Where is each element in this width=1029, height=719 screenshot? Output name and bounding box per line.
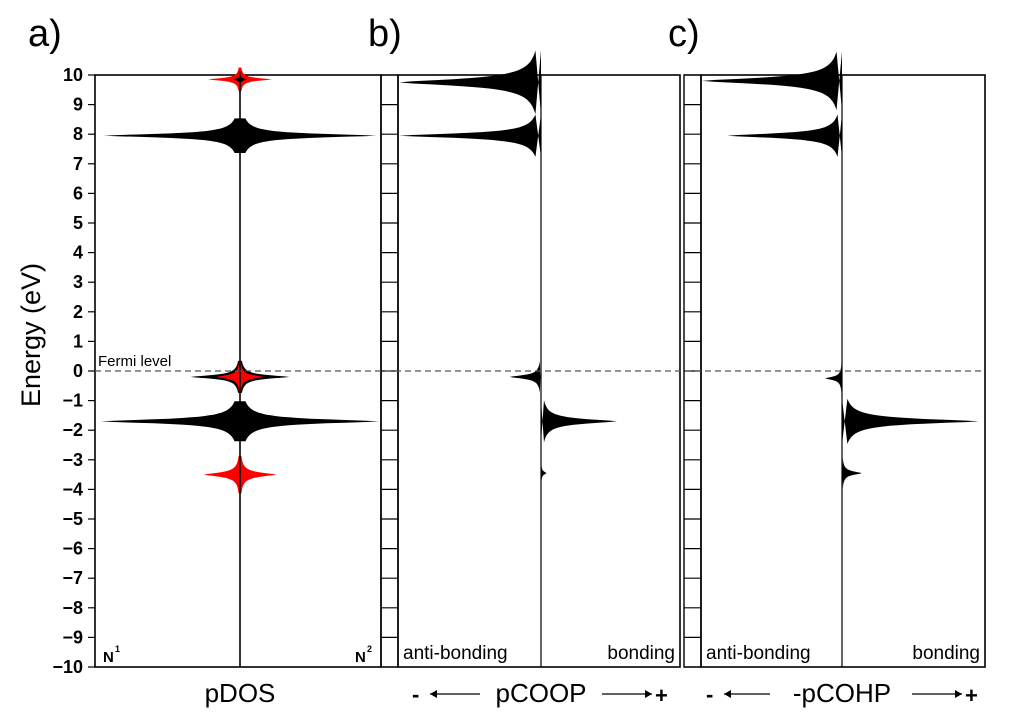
pcoop-peak [399, 114, 541, 157]
pcohp-peak [702, 51, 842, 111]
panel-c-frame [700, 74, 986, 668]
pcohp-peak [842, 457, 862, 490]
y-tick-label: −5 [62, 509, 83, 529]
pcoop-peak [541, 459, 547, 487]
panel-c-letter: c) [668, 13, 700, 55]
y-tick-label: 4 [73, 243, 83, 263]
y-tick-label: −1 [62, 391, 83, 411]
y-tick-label: −10 [52, 657, 83, 677]
y-tick-label: −3 [62, 450, 83, 470]
y-tick-label: −4 [62, 479, 83, 499]
panel-c-anti-bonding-label: anti-bonding [706, 643, 811, 664]
x-label-pcohp-group: - -pCOHP + [706, 678, 978, 708]
y-tick-label: 7 [73, 154, 83, 174]
panel-a-left-atom-sup: 1 [115, 644, 120, 654]
y-tick-label: 0 [73, 361, 83, 381]
panel-a-left-atom-label: N [103, 649, 114, 666]
y-tick-label: 1 [73, 331, 83, 351]
y-tick-label: 2 [73, 302, 83, 322]
y-tick-label: −8 [62, 598, 83, 618]
panel-b-anti-bonding-label: anti-bonding [403, 643, 508, 664]
panel-b-letter: b) [368, 13, 402, 55]
y-tick-label: 3 [73, 272, 83, 292]
fermi-level-label: Fermi level [98, 353, 171, 370]
pcoop-peak [399, 50, 541, 115]
pcoop-peak [541, 400, 617, 443]
y-tick-label: 8 [73, 124, 83, 144]
y-tick-label: −7 [62, 568, 83, 588]
y-tick-label: −2 [62, 420, 83, 440]
y-tick-label: −6 [62, 539, 83, 559]
pcohp-left-arrowhead [724, 690, 731, 698]
pcohp-peak [842, 398, 979, 444]
y-tick-label: −9 [62, 627, 83, 647]
pcoop-right-arrowhead [645, 690, 652, 698]
panel-c-peaks [702, 51, 979, 490]
pcohp-right-arrowhead [955, 690, 962, 698]
pcohp-minus-symbol: - [706, 682, 713, 707]
y-axis-label: Energy (eV) [16, 263, 46, 407]
panel-a-letter: a) [28, 13, 62, 55]
y-tick-label: 6 [73, 183, 83, 203]
panel-c-bonding-label: bonding [912, 643, 980, 664]
pcoop-left-arrowhead [430, 690, 437, 698]
panel-a-right-atom-sup: 2 [367, 644, 372, 654]
x-label-pcoop: pCOOP [495, 678, 586, 708]
panel-b-peaks [399, 50, 617, 487]
pcohp-peak [825, 363, 842, 394]
y-tick-label: 10 [63, 65, 83, 85]
x-label-pcohp: -pCOHP [793, 678, 891, 708]
panel-c-pcohp: anti-bonding bonding [700, 51, 986, 668]
pcohp-plus-symbol: + [965, 683, 978, 708]
y-tick-label: 9 [73, 95, 83, 115]
pcoop-plus-symbol: + [655, 683, 668, 708]
panel-b-bonding-label: bonding [607, 643, 675, 664]
pcoop-peak [509, 360, 541, 393]
panel-a-right-atom-label: N [355, 649, 366, 666]
pcohp-peak [727, 114, 842, 157]
x-label-pcoop-group: - pCOOP + [412, 678, 668, 708]
pcoop-minus-symbol: - [412, 682, 419, 707]
x-label-pdos: pDOS [205, 678, 276, 708]
y-tick-label: 5 [73, 213, 83, 233]
panel-b-pcoop: anti-bonding bonding [397, 50, 681, 668]
